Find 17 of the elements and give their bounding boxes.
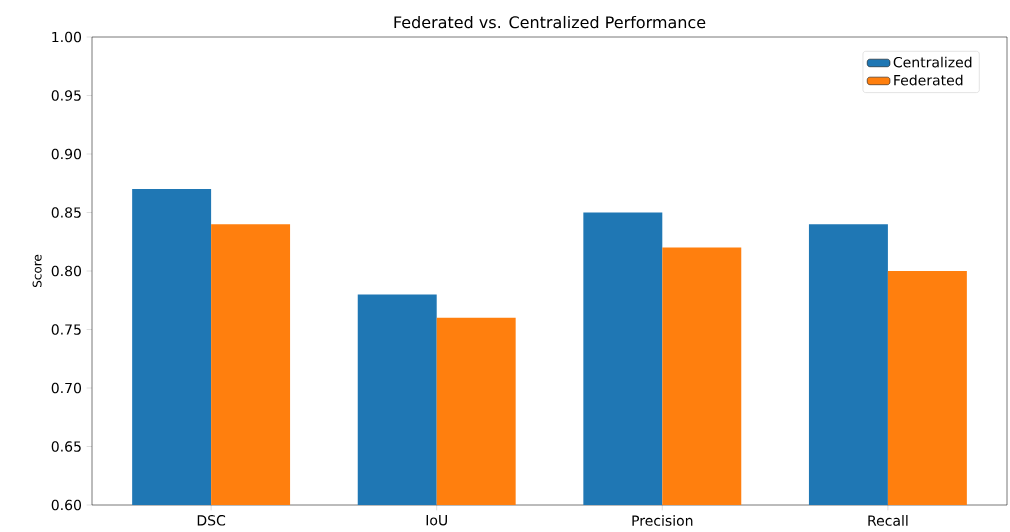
legend-label: Centralized (893, 56, 972, 68)
y-tick-label: 1.00 (52, 31, 82, 43)
y-tick-label: 0.85 (51, 207, 81, 218)
y-tick-label: 0.95 (51, 90, 81, 101)
x-tick-label: Recall (868, 515, 908, 526)
y-tick-label: 0.75 (51, 324, 81, 335)
y-tick-label: 0.80 (51, 265, 82, 277)
x-tick-label: Precision (632, 515, 693, 526)
chart-title: Federated vs. Centralized Performance (394, 15, 706, 29)
y-tick-label: 0.65 (51, 441, 81, 452)
x-tick-label: IoU (426, 515, 447, 526)
y-tick-label: 0.70 (51, 382, 82, 394)
y-tick-label: 0.60 (51, 499, 82, 511)
y-axis-title: Score (32, 254, 42, 288)
y-tick-label: 0.90 (51, 148, 82, 160)
legend-label: Federated (894, 74, 963, 86)
x-tick-label: DSC (197, 515, 226, 526)
